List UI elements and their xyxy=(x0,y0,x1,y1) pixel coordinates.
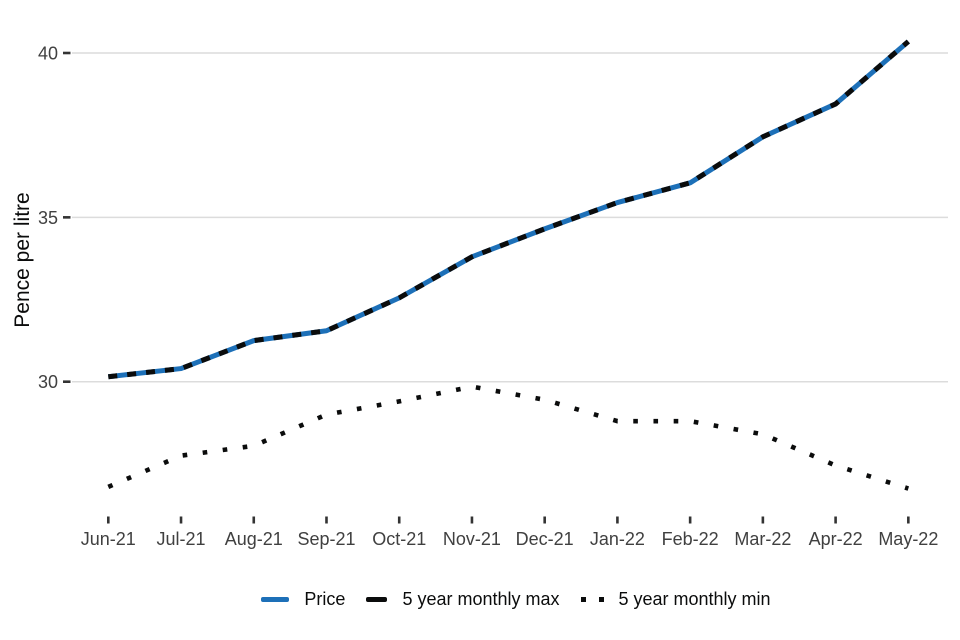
y-tick-label: 30 xyxy=(38,372,58,392)
x-tick-label: Aug-21 xyxy=(225,529,283,549)
x-tick-label: May-22 xyxy=(878,529,938,549)
y-axis-title: Pence per litre xyxy=(11,192,34,328)
min-line xyxy=(107,384,910,491)
x-tick-label: Jan-22 xyxy=(590,529,645,549)
legend-item-price: Price xyxy=(261,587,345,611)
x-tick-label: Dec-21 xyxy=(516,529,574,549)
x-tick-label: Feb-22 xyxy=(662,529,719,549)
legend-item-max: 5 year monthly max xyxy=(366,587,560,611)
legend-label-min: 5 year monthly min xyxy=(618,589,771,609)
y-tick-label: 40 xyxy=(38,44,58,64)
x-tick-label: Apr-22 xyxy=(809,529,863,549)
x-tick-label: Mar-22 xyxy=(734,529,791,549)
min-line-swatch-icon xyxy=(580,596,604,602)
legend-item-min: 5 year monthly min xyxy=(580,587,771,611)
x-tick-label: Oct-21 xyxy=(372,529,426,549)
x-tick-label: Jul-21 xyxy=(157,529,206,549)
price-line xyxy=(108,39,910,380)
price-line-swatch-icon xyxy=(261,596,290,602)
legend-label-price: Price xyxy=(304,589,346,609)
x-tick-label: Nov-21 xyxy=(443,529,501,549)
max-line xyxy=(108,39,910,380)
max-line-swatch-icon xyxy=(366,596,388,602)
x-tick-label: Jun-21 xyxy=(81,529,136,549)
legend: Price 5 year monthly max 5 year monthly … xyxy=(36,587,960,611)
legend-label-max: 5 year monthly max xyxy=(402,589,560,609)
y-tick-label: 35 xyxy=(38,208,58,228)
x-tick-label: Sep-21 xyxy=(297,529,355,549)
